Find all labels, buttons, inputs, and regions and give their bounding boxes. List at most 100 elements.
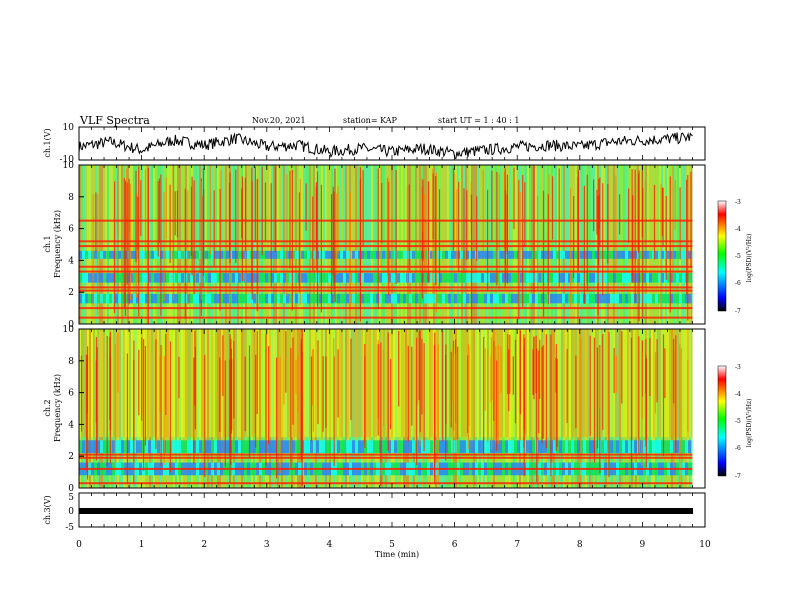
spectrogram-high-power-cell <box>479 329 481 438</box>
spectrogram-streak <box>117 182 119 235</box>
spectrogram-low-power-cell <box>577 273 580 283</box>
spectrogram-low-power-cell <box>622 440 625 454</box>
spectrogram-low-power-cell <box>592 250 595 259</box>
spectrogram-low-power-cell <box>481 293 484 304</box>
spectrogram-low-power-cell <box>157 273 160 283</box>
spectrogram-streak <box>613 348 615 394</box>
spectrogram-low-power-cell <box>586 293 589 304</box>
spectrogram-column <box>391 329 393 488</box>
spectrogram-streak <box>140 180 142 237</box>
spectrogram-column <box>643 165 645 324</box>
spectrogram-streak <box>550 334 552 476</box>
spectrogram-column <box>383 165 385 324</box>
spectrogram-low-power-cell <box>655 250 658 259</box>
spectrogram-streak <box>524 337 526 434</box>
spectrogram-low-power-cell <box>397 273 400 283</box>
spectrogram-low-power-cell <box>499 293 502 304</box>
spectrogram-low-power-cell <box>682 440 685 454</box>
spectrogram-column <box>91 165 93 324</box>
spectrogram-column <box>689 329 691 488</box>
spectrogram-column <box>319 329 321 488</box>
spectrogram-high-power-cell <box>557 329 559 438</box>
spectrogram-low-power-cell <box>604 293 607 304</box>
spectrogram-low-power-cell <box>559 273 562 283</box>
spectrogram-low-power-cell <box>250 440 253 454</box>
spectrogram-streak <box>233 340 235 419</box>
spectrogram-streak <box>390 359 392 430</box>
spectrogram-streak <box>535 335 537 394</box>
spectrogram-high-power-cell <box>339 329 341 438</box>
spectrogram-low-power-cell <box>106 273 109 283</box>
spectrogram-low-power-cell <box>484 293 487 304</box>
spectrogram-low-power-cell <box>634 440 637 454</box>
spectrogram-column <box>585 329 587 488</box>
spectrogram-streak <box>283 329 285 405</box>
spectrogram-low-power-cell <box>649 250 652 259</box>
spectrogram-streak <box>377 168 379 310</box>
spectrogram-column <box>373 329 375 488</box>
spectrogram-low-power-cell <box>241 440 244 454</box>
spectrogram-column <box>183 329 185 488</box>
spectrogram-streak <box>286 174 288 297</box>
spectrogram-column <box>319 165 321 324</box>
spectrogram-streak <box>641 165 643 237</box>
spectrogram-band-line <box>79 467 693 470</box>
spectrogram-column <box>385 329 387 488</box>
spectrogram-low-power-cell <box>304 273 307 283</box>
spectrogram-low-power-cell <box>526 440 529 454</box>
spectrogram-low-power-cell <box>283 273 286 283</box>
ch1-spec-ylabel-channel: ch.1 <box>43 235 52 252</box>
spectrogram-low-power-cell <box>448 250 451 259</box>
spectrogram-high-power-cell <box>681 329 683 438</box>
spectrogram-high-power-cell <box>639 329 641 438</box>
spectrogram-low-power-cell <box>226 273 229 283</box>
spectrogram-high-power-cell <box>273 329 275 438</box>
spectrogram-streak <box>193 180 195 295</box>
ch1-spec-ylabel-frequency: Frequency (kHz) <box>53 210 62 278</box>
spectrogram-low-power-cell <box>352 293 355 304</box>
spectrogram-low-power-cell <box>292 250 295 259</box>
spectrogram-low-power-cell <box>121 273 124 283</box>
spectrogram-low-power-cell <box>133 293 136 304</box>
spectrogram-low-power-cell <box>424 273 427 283</box>
spectrogram-low-power-cell <box>85 273 88 283</box>
spectrogram-low-power-cell <box>502 440 505 454</box>
spectrogram-low-power-cell <box>139 250 142 259</box>
spectrogram-low-power-cell <box>79 293 82 304</box>
spectrogram-column <box>115 329 117 488</box>
spectrogram-high-power-cell <box>587 329 589 438</box>
spectrogram-column <box>595 165 597 324</box>
spectrogram-low-power-cell <box>493 250 496 259</box>
spectrogram-low-power-cell <box>514 440 517 454</box>
spectrogram-column <box>201 165 203 324</box>
spectrogram-column <box>637 329 639 488</box>
spectrogram-low-power-cell <box>100 440 103 454</box>
spectrogram-low-power-cell <box>487 273 490 283</box>
spectrogram-column <box>553 165 555 324</box>
spectrogram-low-power-cell <box>679 440 682 454</box>
spectrogram-column <box>511 329 513 488</box>
spectrogram-low-power-cell <box>175 250 178 259</box>
spectrogram-high-power-cell <box>579 329 581 438</box>
spectrogram-column <box>521 329 523 488</box>
spectrogram-high-power-cell <box>443 329 445 438</box>
spectrogram-streak <box>387 177 389 292</box>
spectrogram-low-power-cell <box>190 293 193 304</box>
spectrogram-low-power-cell <box>535 273 538 283</box>
spectrogram-high-power-cell <box>365 329 367 438</box>
spectrogram-high-power-cell <box>261 329 263 438</box>
spectrogram-streak <box>484 348 486 411</box>
spectrogram-low-power-cell <box>253 250 256 259</box>
spectrogram-column <box>513 329 515 488</box>
spectrogram-column <box>435 329 437 488</box>
spectrogram-streak <box>117 332 119 393</box>
spectrogram-high-power-cell <box>401 329 403 438</box>
spectrogram-low-power-cell <box>178 273 181 283</box>
spectrogram-column <box>303 165 305 324</box>
spectrogram-low-power-cell <box>445 440 448 454</box>
spectrogram-high-power-cell <box>605 329 607 438</box>
spectrogram-low-power-cell <box>679 293 682 304</box>
spectrogram-high-power-cell <box>175 329 177 438</box>
spectrogram-low-power-cell <box>658 273 661 283</box>
spectrogram-low-power-cell <box>373 250 376 259</box>
